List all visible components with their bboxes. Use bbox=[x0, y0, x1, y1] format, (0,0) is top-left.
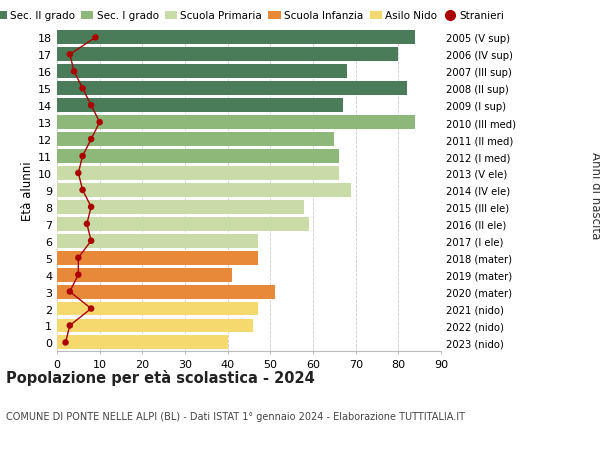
Bar bbox=[57, 116, 415, 130]
Text: Popolazione per età scolastica - 2024: Popolazione per età scolastica - 2024 bbox=[6, 369, 315, 386]
Bar bbox=[57, 251, 257, 265]
Point bbox=[86, 204, 96, 211]
Bar bbox=[57, 99, 343, 113]
Point bbox=[78, 153, 88, 160]
Point bbox=[86, 102, 96, 110]
Point bbox=[86, 305, 96, 313]
Point bbox=[61, 339, 70, 347]
Legend: Sec. II grado, Sec. I grado, Scuola Primaria, Scuola Infanzia, Asilo Nido, Stran: Sec. II grado, Sec. I grado, Scuola Prim… bbox=[0, 11, 504, 22]
Bar bbox=[57, 167, 338, 180]
Point bbox=[78, 187, 88, 194]
Text: Anni di nascita: Anni di nascita bbox=[589, 151, 600, 239]
Bar bbox=[57, 234, 257, 248]
Bar bbox=[57, 184, 352, 197]
Point bbox=[74, 254, 83, 262]
Bar bbox=[57, 201, 304, 214]
Point bbox=[65, 51, 74, 59]
Point bbox=[74, 271, 83, 279]
Bar bbox=[57, 133, 334, 147]
Y-axis label: Età alunni: Età alunni bbox=[21, 161, 34, 220]
Bar bbox=[57, 268, 232, 282]
Point bbox=[65, 288, 74, 296]
Bar bbox=[57, 48, 398, 62]
Point bbox=[78, 85, 88, 93]
Point bbox=[86, 136, 96, 143]
Bar bbox=[57, 218, 309, 231]
Bar bbox=[57, 31, 415, 45]
Bar bbox=[57, 285, 275, 299]
Bar bbox=[57, 150, 338, 163]
Point bbox=[95, 119, 104, 127]
Point bbox=[69, 68, 79, 76]
Point bbox=[91, 34, 100, 42]
Bar bbox=[57, 65, 347, 79]
Point bbox=[65, 322, 74, 330]
Bar bbox=[57, 302, 257, 316]
Point bbox=[86, 238, 96, 245]
Bar bbox=[57, 319, 253, 333]
Bar bbox=[57, 336, 227, 350]
Text: COMUNE DI PONTE NELLE ALPI (BL) - Dati ISTAT 1° gennaio 2024 - Elaborazione TUTT: COMUNE DI PONTE NELLE ALPI (BL) - Dati I… bbox=[6, 411, 465, 421]
Bar bbox=[57, 82, 407, 96]
Point bbox=[74, 170, 83, 177]
Point bbox=[82, 221, 92, 228]
